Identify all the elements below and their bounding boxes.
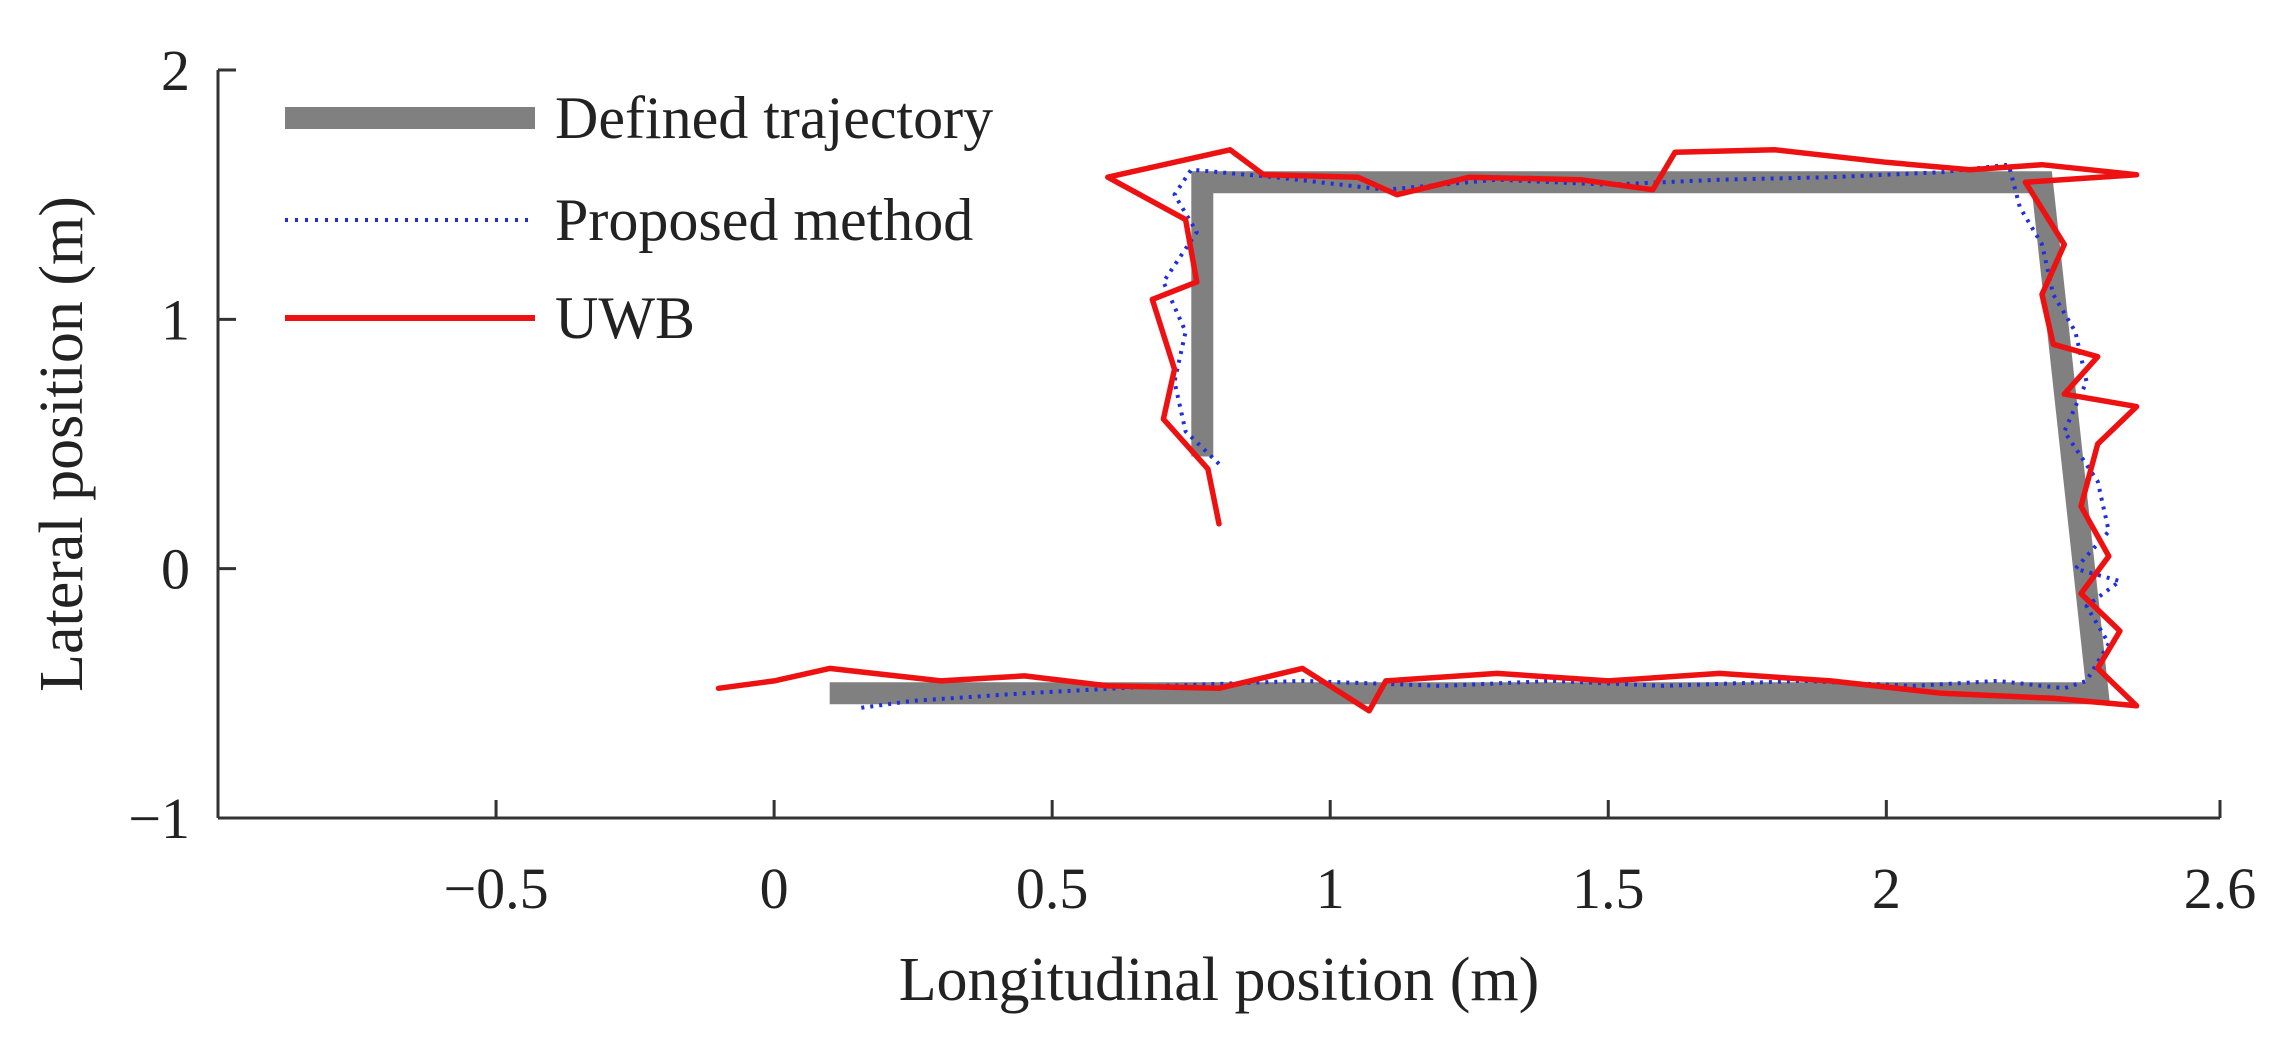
x-tick-label: 1 <box>1316 856 1345 921</box>
legend-label-defined-trajectory: Defined trajectory <box>555 85 993 151</box>
x-tick-label: 0.5 <box>1016 856 1089 921</box>
x-tick-label: −0.5 <box>443 856 548 921</box>
y-tick-label: 1 <box>161 287 190 352</box>
series-line-proposed-method <box>857 162 2122 711</box>
legend: Defined trajectory Proposed method UWB <box>285 85 993 351</box>
y-tick-label: 2 <box>161 38 190 103</box>
series-line-uwb <box>715 147 2140 714</box>
y-ticks: −1 0 1 2 <box>128 38 236 851</box>
x-tick-label: 0 <box>760 856 789 921</box>
series-layer <box>715 147 2140 714</box>
x-tick-label: 1.5 <box>1572 856 1645 921</box>
y-tick-label: −1 <box>128 786 190 851</box>
legend-label-uwb: UWB <box>555 285 695 351</box>
x-ticks: −0.5 0 0.5 1 1.5 2 2.6 <box>443 800 2256 921</box>
x-tick-label: 2.6 <box>2184 856 2257 921</box>
series-line-defined-trajectory <box>829 171 2110 705</box>
y-tick-label: 0 <box>161 537 190 602</box>
legend-label-proposed-method: Proposed method <box>555 187 973 253</box>
x-tick-label: 2 <box>1872 856 1901 921</box>
x-axis-title: Longitudinal position (m) <box>899 946 1540 1014</box>
y-axis-title: Lateral position (m) <box>28 196 96 692</box>
